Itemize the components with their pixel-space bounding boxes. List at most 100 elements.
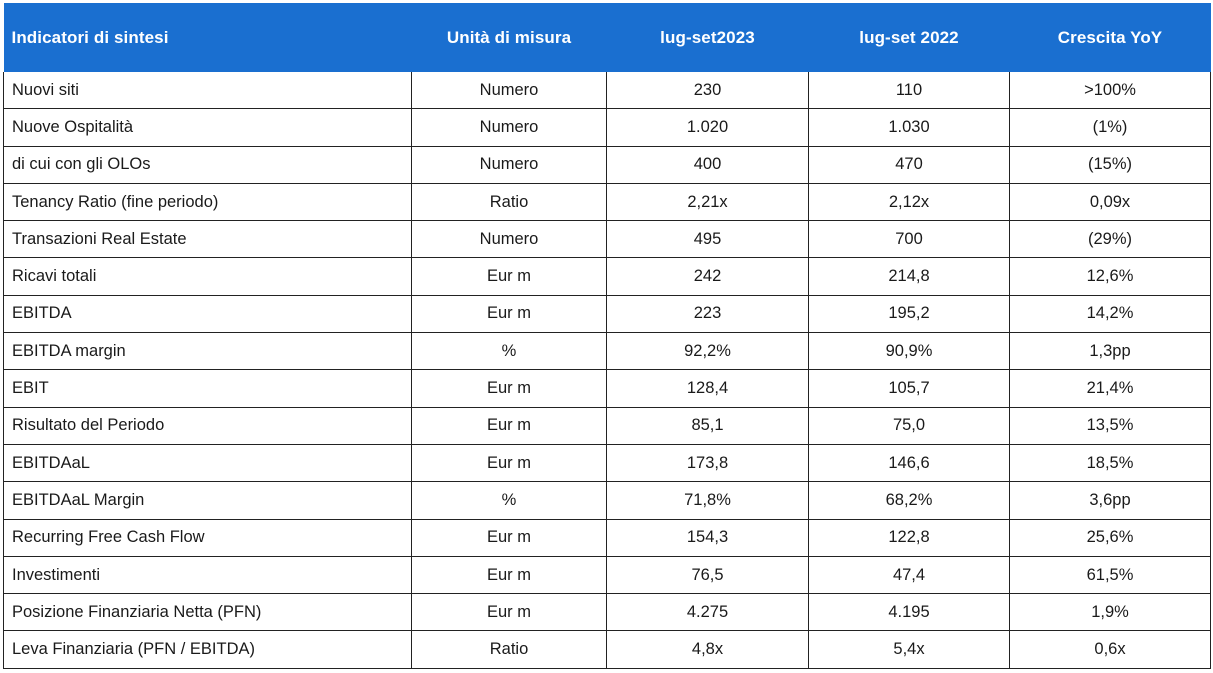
cell-value-2023: 495 (606, 220, 809, 259)
cell-value-2022: 195,2 (808, 294, 1010, 334)
cell-unit: Eur m (411, 443, 607, 483)
table-body: Nuovi siti Numero 230 110 >100% Nuove Ospital… (3, 72, 1211, 669)
cell-unit: Numero (411, 72, 607, 110)
cell-indicator: Posizione Finanziaria Netta (PFN) (3, 593, 412, 632)
cell-growth: 0,09x (1009, 182, 1211, 222)
table-row: Nuovi siti Numero 230 110 >100% (3, 72, 1211, 110)
header-period-2022: lug-set 2022 (808, 3, 1010, 72)
cell-value-2023: 173,8 (606, 443, 809, 483)
cell-unit: Eur m (411, 369, 607, 408)
cell-indicator: Ricavi totali (3, 257, 412, 296)
cell-value-2023: 223 (606, 294, 809, 334)
table-row: EBITDAaL Margin% 71,8% 68,2% 3,6pp (3, 481, 1211, 520)
cell-indicator: EBITDAaL (3, 443, 412, 483)
table-row: EBITDA Eur m 223 195,2 14,2% (3, 294, 1211, 334)
cell-unit: Eur m (411, 294, 607, 334)
cell-indicator: Investimenti (3, 555, 412, 595)
table-row: Posizione Finanziaria Netta (PFN) Eur m 4.… (3, 593, 1211, 632)
cell-value-2022: 2,12x (808, 182, 1010, 222)
cell-unit: Numero (411, 220, 607, 259)
cell-value-2022: 146,6 (808, 443, 1010, 483)
cell-value-2022: 470 (808, 145, 1010, 184)
table-row: Recurring Free Cash Flow Eur m 154,3 122,8 2… (3, 518, 1211, 557)
cell-unit: % (411, 481, 607, 520)
cell-indicator: EBITDA (3, 294, 412, 334)
cell-unit: % (411, 332, 607, 371)
cell-value-2022: 110 (808, 72, 1010, 110)
cell-unit: Eur m (411, 257, 607, 296)
cell-unit: Ratio (411, 630, 607, 669)
cell-unit: Eur m (411, 518, 607, 557)
cell-unit: Eur m (411, 593, 607, 632)
cell-indicator: Nuove Ospitalità (3, 108, 412, 147)
summary-indicators-table: Indicatori di sintesi Unità di misura lu… (3, 3, 1211, 669)
cell-unit: Numero (411, 145, 607, 184)
cell-indicator: EBIT (3, 369, 412, 408)
cell-value-2022: 47,4 (808, 555, 1010, 595)
cell-growth: 12,6% (1009, 257, 1211, 296)
cell-unit: Eur m (411, 555, 607, 595)
table-row: Investimenti Eur m 76,5 47,4 61,5% (3, 555, 1211, 595)
cell-value-2022: 122,8 (808, 518, 1010, 557)
cell-value-2023: 2,21x (606, 182, 809, 222)
cell-growth: 18,5% (1009, 443, 1211, 483)
cell-growth: (15%) (1009, 145, 1211, 184)
header-period-2023: lug-set2023 (606, 3, 809, 72)
cell-value-2022: 214,8 (808, 257, 1010, 296)
cell-indicator: EBITDA margin (3, 332, 412, 371)
cell-value-2022: 90,9% (808, 332, 1010, 371)
cell-growth: 13,5% (1009, 406, 1211, 445)
cell-indicator: Nuovi siti (3, 72, 412, 110)
cell-value-2023: 230 (606, 72, 809, 110)
cell-growth: 3,6pp (1009, 481, 1211, 520)
cell-indicator: Recurring Free Cash Flow (3, 518, 412, 557)
table-row: Ricavi totali Eur m 242 214,8 12,6% (3, 257, 1211, 296)
cell-unit: Numero (411, 108, 607, 147)
cell-value-2022: 105,7 (808, 369, 1010, 408)
cell-value-2022: 1.030 (808, 108, 1010, 147)
cell-growth: 0,6x (1009, 630, 1211, 669)
table-row: di cui con gli OLOs Numero 400 470 (15%) (3, 145, 1211, 184)
cell-value-2022: 4.195 (808, 593, 1010, 632)
cell-growth: 1,3pp (1009, 332, 1211, 371)
summary-indicators-table-container: Indicatori di sintesi Unità di misura lu… (3, 3, 1211, 669)
cell-growth: >100% (1009, 72, 1211, 110)
cell-growth: 25,6% (1009, 518, 1211, 557)
cell-indicator: EBITDAaL Margin (3, 481, 412, 520)
header-indicators: Indicatori di sintesi (3, 3, 412, 72)
table-header: Indicatori di sintesi Unità di misura lu… (3, 3, 1211, 72)
cell-value-2022: 68,2% (808, 481, 1010, 520)
cell-value-2023: 76,5 (606, 555, 809, 595)
cell-growth: 1,9% (1009, 593, 1211, 632)
cell-growth: 21,4% (1009, 369, 1211, 408)
cell-indicator: Tenancy Ratio (fine periodo) (3, 182, 412, 222)
cell-indicator: di cui con gli OLOs (3, 145, 412, 184)
cell-value-2023: 4,8x (606, 630, 809, 669)
header-unit: Unità di misura (411, 3, 607, 72)
cell-indicator: Transazioni Real Estate (3, 220, 412, 259)
cell-growth: 14,2% (1009, 294, 1211, 334)
cell-value-2023: 128,4 (606, 369, 809, 408)
cell-value-2023: 92,2% (606, 332, 809, 371)
cell-growth: (29%) (1009, 220, 1211, 259)
cell-value-2023: 71,8% (606, 481, 809, 520)
cell-unit: Eur m (411, 406, 607, 445)
header-row: Indicatori di sintesi Unità di misura lu… (3, 3, 1211, 72)
table-row: EBITDA margin% 92,2% 90,9% 1,3pp (3, 332, 1211, 371)
cell-indicator: Leva Finanziaria (PFN / EBITDA) (3, 630, 412, 669)
cell-value-2022: 75,0 (808, 406, 1010, 445)
cell-value-2023: 85,1 (606, 406, 809, 445)
cell-growth: (1%) (1009, 108, 1211, 147)
cell-unit: Ratio (411, 182, 607, 222)
cell-value-2023: 400 (606, 145, 809, 184)
cell-value-2023: 242 (606, 257, 809, 296)
cell-value-2022: 700 (808, 220, 1010, 259)
cell-value-2023: 154,3 (606, 518, 809, 557)
cell-value-2023: 4.275 (606, 593, 809, 632)
table-row: Risultato del Periodo Eur m 85,1 75,0 13,5% (3, 406, 1211, 445)
table-row: Leva Finanziaria (PFN / EBITDA) Ratio 4,8x… (3, 630, 1211, 669)
table-row: EBIT Eur m 128,4 105,7 21,4% (3, 369, 1211, 408)
cell-growth: 61,5% (1009, 555, 1211, 595)
cell-indicator: Risultato del Periodo (3, 406, 412, 445)
table-row: Tenancy Ratio (fine periodo) Ratio 2,21x 2,… (3, 182, 1211, 222)
